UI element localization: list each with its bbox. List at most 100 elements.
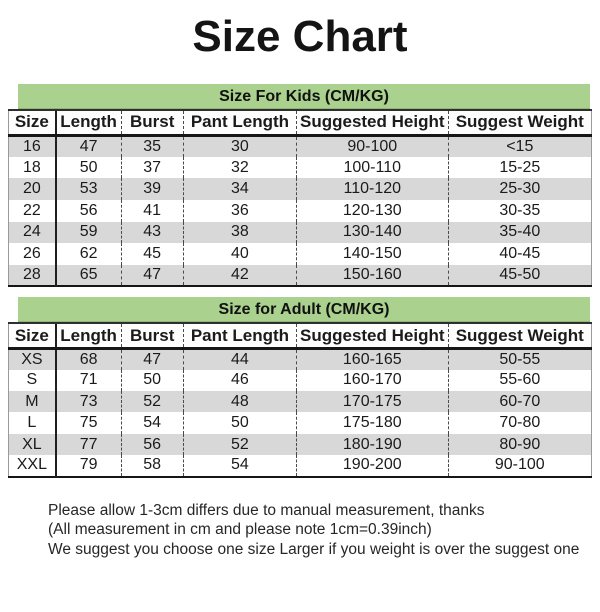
table-cell: 20 xyxy=(22,180,41,198)
table-cell: 90-100 xyxy=(295,135,449,157)
kids-table-header: Size Length Burst Pant Length Suggested Heig… xyxy=(8,109,592,137)
table-cell: 40-45 xyxy=(447,243,592,265)
table-row: XXL 79 58 54 190-200 90-100 xyxy=(8,455,592,477)
table-cell: 16 xyxy=(22,137,41,155)
table-cell: XXL xyxy=(16,456,47,474)
column-header: Size xyxy=(8,322,56,350)
table-row: 26 62 45 40 140-150 40-45 xyxy=(8,243,592,265)
table-cell: 90-100 xyxy=(447,455,592,477)
table-cell: 52 xyxy=(182,433,297,456)
footer-note-line: (All measurement in cm and please note 1… xyxy=(48,521,432,539)
table-cell: 170-175 xyxy=(295,391,449,413)
table-row: S 71 50 46 160-170 55-60 xyxy=(8,369,592,392)
table-cell: 75 xyxy=(54,412,121,434)
table-cell: 190-200 xyxy=(295,455,449,477)
table-cell: 35-40 xyxy=(447,221,592,244)
table-row: 20 53 39 34 110-120 25-30 xyxy=(8,178,592,200)
table-cell: 180-190 xyxy=(295,433,449,456)
table-cell: 15-25 xyxy=(447,156,592,179)
table-row: 16 47 35 30 90-100 <15 xyxy=(8,135,592,157)
table-cell: XL xyxy=(22,435,42,453)
table-cell: 48 xyxy=(182,391,297,413)
table-row: XL 77 56 52 180-190 80-90 xyxy=(8,433,592,456)
table-cell: 62 xyxy=(54,243,121,265)
table-cell: 150-160 xyxy=(295,264,449,287)
table-cell: 37 xyxy=(120,156,184,179)
table-cell: 47 xyxy=(54,135,121,157)
table-cell: 56 xyxy=(54,199,121,222)
table-cell: 160-165 xyxy=(295,348,449,370)
adult-size-section: Size for Adult (CM/KG) Size Length Burst Pa… xyxy=(8,297,592,478)
table-cell: 56 xyxy=(120,433,184,456)
table-cell: 26 xyxy=(22,244,41,262)
table-cell: 140-150 xyxy=(295,243,449,265)
table-cell: 58 xyxy=(120,455,184,477)
table-cell: 59 xyxy=(54,221,121,244)
table-cell: 65 xyxy=(54,264,121,287)
table-cell: M xyxy=(25,392,39,410)
column-header: Size xyxy=(8,109,56,137)
adult-table-header: Size Length Burst Pant Length Suggested Heig… xyxy=(8,322,592,350)
table-cell: 50 xyxy=(182,412,297,434)
table-cell: 32 xyxy=(182,156,297,179)
adult-table-banner: Size for Adult (CM/KG) xyxy=(18,297,590,323)
table-row: XS 68 47 44 160-165 50-55 xyxy=(8,348,592,370)
table-cell: 47 xyxy=(120,264,184,287)
column-header: Burst xyxy=(120,322,184,350)
table-cell: 50 xyxy=(54,156,121,179)
column-header: Pant Length xyxy=(182,322,297,350)
kids-size-section: Size For Kids (CM/KG) Size Length Burst Pan… xyxy=(8,84,592,288)
column-header: Length xyxy=(54,322,121,350)
column-header: Suggest Weight xyxy=(447,322,592,350)
table-cell: 50-55 xyxy=(447,348,592,370)
column-header: Suggested Height xyxy=(295,322,449,350)
table-cell: 43 xyxy=(120,221,184,244)
kids-size-table: Size Length Burst Pant Length Suggested Heig… xyxy=(8,109,592,288)
table-cell: 80-90 xyxy=(447,433,592,456)
table-cell: 47 xyxy=(120,348,184,370)
column-header: Suggested Height xyxy=(295,109,449,137)
table-cell: 34 xyxy=(182,178,297,200)
table-cell: 110-120 xyxy=(295,178,449,200)
table-cell: 160-170 xyxy=(295,369,449,392)
table-cell: 120-130 xyxy=(295,199,449,222)
table-cell: 46 xyxy=(182,369,297,392)
table-cell: 44 xyxy=(182,348,297,370)
table-cell: 68 xyxy=(54,348,121,370)
kids-table-banner: Size For Kids (CM/KG) xyxy=(18,84,590,110)
table-cell: 18 xyxy=(22,158,41,176)
table-cell: 36 xyxy=(182,199,297,222)
table-cell: L xyxy=(27,414,37,432)
table-cell: 30-35 xyxy=(447,199,592,222)
column-header: Burst xyxy=(120,109,184,137)
table-row: 22 56 41 36 120-130 30-35 xyxy=(8,199,592,222)
table-cell: 55-60 xyxy=(447,369,592,392)
table-cell: 39 xyxy=(120,178,184,200)
header-row: Size Length Burst Pant Length Suggested Heig… xyxy=(8,109,592,137)
table-cell: 79 xyxy=(54,455,121,477)
footer-note-line: We suggest you choose one size Larger if… xyxy=(48,540,580,558)
table-cell: 175-180 xyxy=(295,412,449,434)
table-cell: 42 xyxy=(182,264,297,287)
table-cell: 53 xyxy=(54,178,121,200)
table-cell: 130-140 xyxy=(295,221,449,244)
table-row: L 75 54 50 175-180 70-80 xyxy=(8,412,592,434)
header-row: Size Length Burst Pant Length Suggested Heig… xyxy=(8,322,592,350)
table-cell: 28 xyxy=(22,266,41,284)
table-cell: 45 xyxy=(120,243,184,265)
footer-notes: Please allow 1-3cm differs due to manual… xyxy=(8,501,592,560)
column-header: Length xyxy=(54,109,121,137)
table-cell: 22 xyxy=(22,201,41,219)
table-cell: 52 xyxy=(120,391,184,413)
table-cell: <15 xyxy=(447,135,592,157)
page-title: Size Chart xyxy=(192,12,408,61)
table-cell: 60-70 xyxy=(447,391,592,413)
column-header: Pant Length xyxy=(182,109,297,137)
column-header: Suggest Weight xyxy=(447,109,592,137)
table-cell: 54 xyxy=(120,412,184,434)
table-cell: 70-80 xyxy=(447,412,592,434)
table-cell: XS xyxy=(21,350,43,368)
table-cell: 71 xyxy=(54,369,121,392)
table-cell: 100-110 xyxy=(295,156,449,179)
table-cell: 35 xyxy=(120,135,184,157)
